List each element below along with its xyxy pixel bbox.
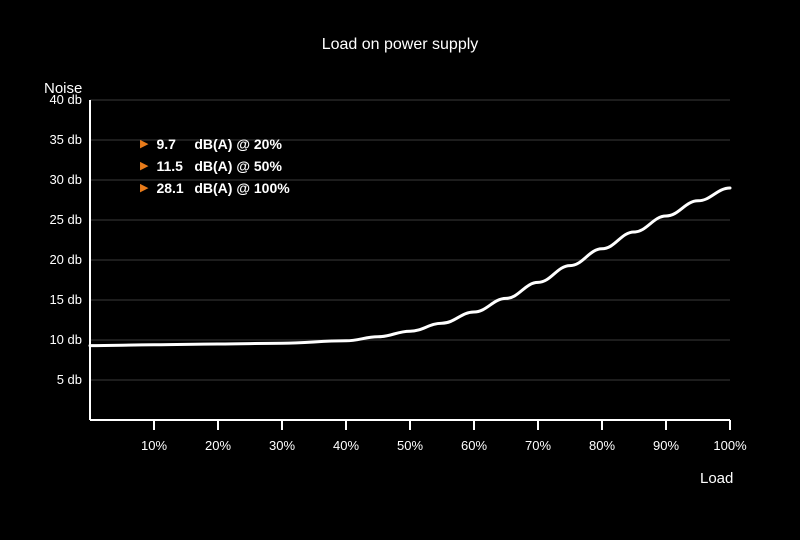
x-tick-label: 50% <box>385 438 435 453</box>
x-tick-label: 30% <box>257 438 307 453</box>
legend-item: ▶ 9.7 dB(A) @ 20% <box>140 136 290 152</box>
noise-curve <box>90 188 730 346</box>
legend-item: ▶ 11.5 dB(A) @ 50% <box>140 158 290 174</box>
legend-text: 28.1 dB(A) @ 100% <box>156 180 289 196</box>
y-tick-label: 15 db <box>38 292 82 307</box>
x-tick-label: 90% <box>641 438 691 453</box>
legend-marker-icon: ▶ <box>140 161 148 172</box>
y-tick-label: 5 db <box>38 372 82 387</box>
legend: ▶ 9.7 dB(A) @ 20% ▶ 11.5 dB(A) @ 50% ▶ 28.1 d… <box>140 136 290 202</box>
y-tick-label: 30 db <box>38 172 82 187</box>
y-tick-label: 40 db <box>38 92 82 107</box>
y-tick-label: 35 db <box>38 132 82 147</box>
x-tick-label: 70% <box>513 438 563 453</box>
chart-plot-area <box>0 0 800 540</box>
legend-text: 9.7 dB(A) @ 20% <box>156 136 281 152</box>
legend-item: ▶ 28.1 dB(A) @ 100% <box>140 180 290 196</box>
y-tick-label: 25 db <box>38 212 82 227</box>
y-tick-label: 10 db <box>38 332 82 347</box>
x-tick-label: 80% <box>577 438 627 453</box>
x-tick-label: 100% <box>705 438 755 453</box>
legend-text: 11.5 dB(A) @ 50% <box>156 158 281 174</box>
x-tick-label: 40% <box>321 438 371 453</box>
x-tick-label: 20% <box>193 438 243 453</box>
y-tick-label: 20 db <box>38 252 82 267</box>
x-tick-label: 60% <box>449 438 499 453</box>
x-tick-label: 10% <box>129 438 179 453</box>
legend-marker-icon: ▶ <box>140 183 148 194</box>
legend-marker-icon: ▶ <box>140 139 148 150</box>
